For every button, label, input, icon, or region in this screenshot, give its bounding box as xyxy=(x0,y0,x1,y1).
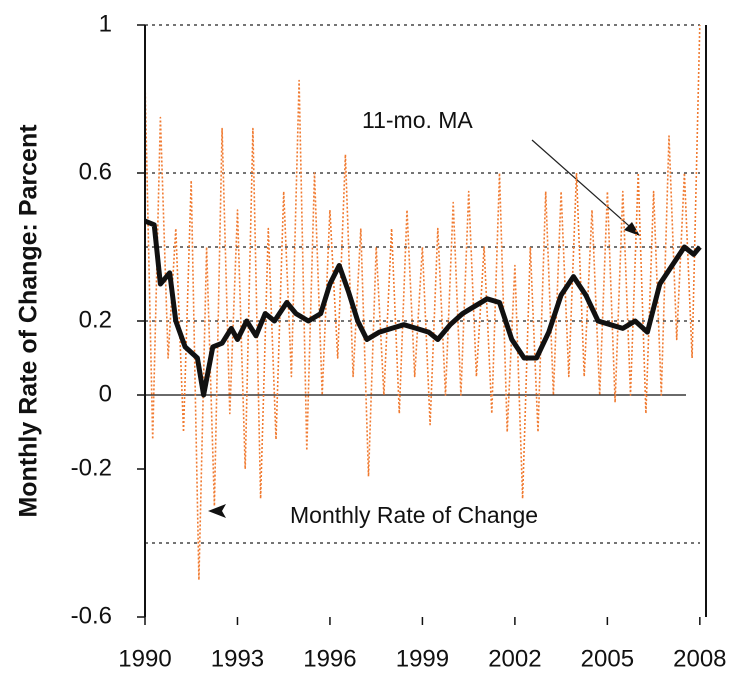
series-line xyxy=(144,24,701,581)
x-tick-label: 2008 xyxy=(673,645,726,672)
arrow-line xyxy=(531,139,637,233)
x-tick-label: 1990 xyxy=(118,645,171,672)
series-line xyxy=(144,218,702,398)
y-tick-label: 0.6 xyxy=(79,158,112,185)
arrow-head xyxy=(208,504,226,518)
y-tick-label: 1 xyxy=(99,10,112,37)
x-tick-label: 1993 xyxy=(211,645,264,672)
arrow-head xyxy=(624,222,640,236)
annotation: 11-mo. MA xyxy=(362,107,473,133)
x-tick-label: 1996 xyxy=(303,645,356,672)
y-tick-label: -0.6 xyxy=(71,602,112,629)
y-axis-title: Monthly Rate of Change: Parcent xyxy=(15,124,43,518)
x-tick-label: 2005 xyxy=(581,645,634,672)
y-tick-label: -0.2 xyxy=(71,454,112,481)
x-tick-label: 1999 xyxy=(396,645,449,672)
annotation: Monthly Rate of Change xyxy=(290,502,538,528)
y-tick-label: 0 xyxy=(99,380,112,407)
y-tick-label: 0.2 xyxy=(79,306,112,333)
x-tick-label: 2002 xyxy=(488,645,541,672)
